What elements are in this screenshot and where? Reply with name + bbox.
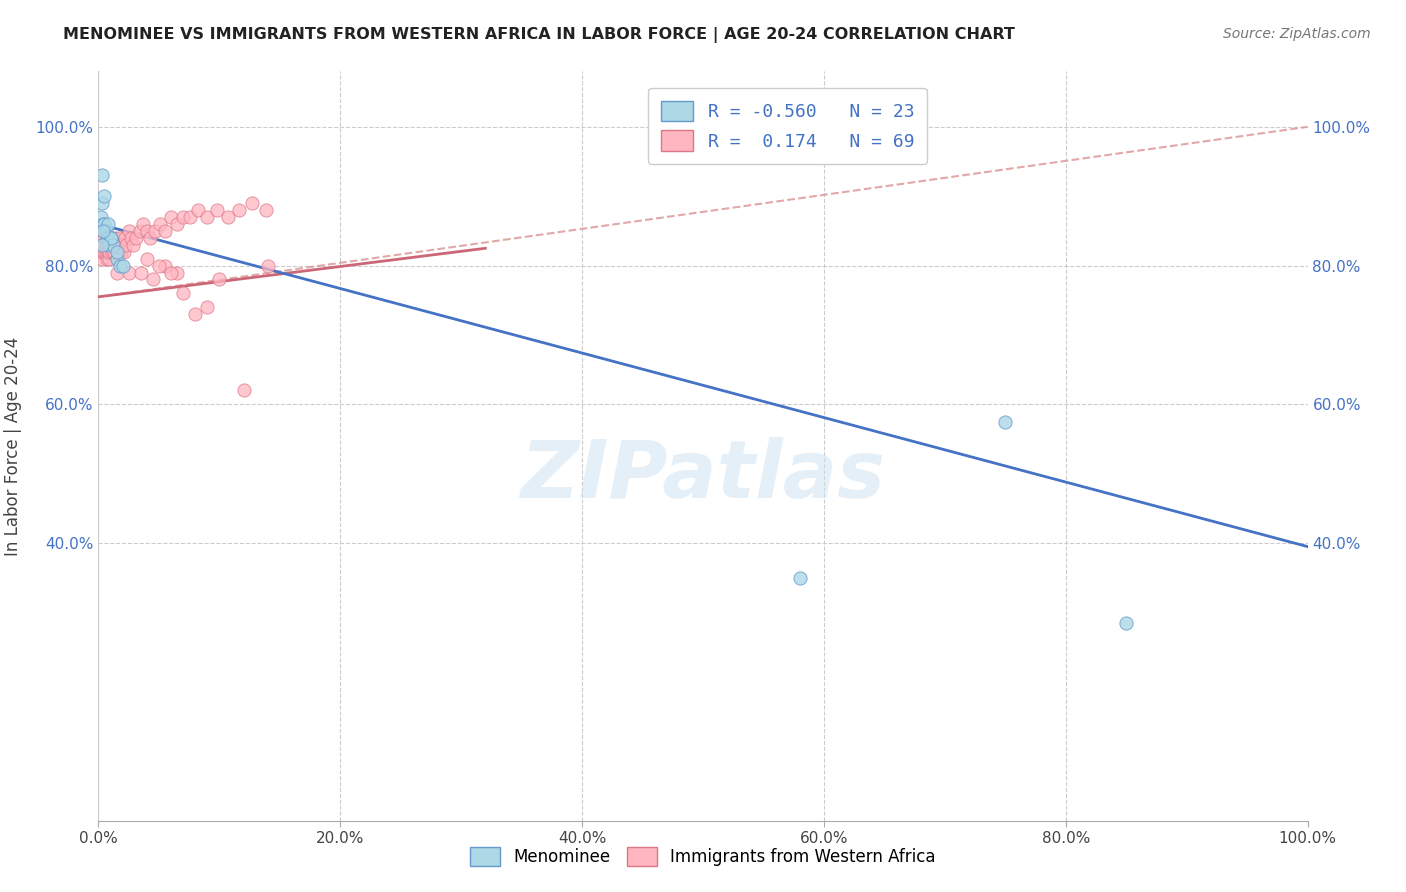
Point bbox=[100, 237, 122, 252]
Point bbox=[94, 244, 117, 259]
Point bbox=[105, 266, 128, 280]
Point bbox=[98, 244, 121, 259]
Point bbox=[172, 286, 194, 301]
Point bbox=[93, 244, 115, 259]
Point bbox=[240, 196, 263, 211]
Point bbox=[149, 217, 172, 231]
Point bbox=[96, 237, 118, 252]
Point bbox=[96, 231, 118, 245]
Point bbox=[129, 266, 152, 280]
Point bbox=[789, 571, 811, 585]
Point bbox=[195, 300, 218, 314]
Point bbox=[195, 210, 218, 224]
Point bbox=[256, 203, 278, 218]
Point bbox=[98, 252, 121, 266]
Point bbox=[90, 237, 112, 252]
Point bbox=[100, 244, 122, 259]
Point bbox=[132, 217, 155, 231]
Point bbox=[1115, 615, 1137, 630]
Point bbox=[93, 217, 115, 231]
Point bbox=[100, 231, 122, 245]
Point bbox=[90, 210, 112, 224]
Point bbox=[160, 210, 183, 224]
Point bbox=[91, 169, 114, 183]
Y-axis label: In Labor Force | Age 20-24: In Labor Force | Age 20-24 bbox=[4, 336, 21, 556]
Point bbox=[91, 196, 114, 211]
Point bbox=[101, 237, 124, 252]
Point bbox=[105, 244, 128, 259]
Point bbox=[103, 244, 125, 259]
Point bbox=[94, 224, 117, 238]
Point bbox=[118, 224, 141, 238]
Point bbox=[143, 224, 166, 238]
Point bbox=[93, 231, 115, 245]
Point bbox=[187, 203, 209, 218]
Point bbox=[120, 231, 142, 245]
Point bbox=[148, 259, 170, 273]
Point bbox=[125, 231, 148, 245]
Text: ZIPatlas: ZIPatlas bbox=[520, 437, 886, 515]
Point bbox=[97, 231, 120, 245]
Point bbox=[232, 384, 254, 398]
Point bbox=[97, 244, 120, 259]
Point bbox=[166, 266, 188, 280]
Point bbox=[97, 231, 120, 245]
Point bbox=[105, 237, 128, 252]
Point bbox=[115, 237, 138, 252]
Point bbox=[93, 189, 115, 203]
Point bbox=[111, 237, 134, 252]
Point bbox=[108, 259, 131, 273]
Point bbox=[153, 224, 176, 238]
Point bbox=[100, 231, 122, 245]
Point bbox=[166, 217, 188, 231]
Point bbox=[160, 266, 183, 280]
Point bbox=[105, 252, 128, 266]
Point bbox=[104, 231, 127, 245]
Point bbox=[114, 231, 136, 245]
Point bbox=[97, 217, 120, 231]
Point bbox=[205, 203, 228, 218]
Point bbox=[107, 244, 129, 259]
Point bbox=[139, 231, 162, 245]
Point bbox=[217, 210, 239, 224]
Text: Source: ZipAtlas.com: Source: ZipAtlas.com bbox=[1223, 27, 1371, 41]
Point bbox=[94, 237, 117, 252]
Point bbox=[98, 237, 121, 252]
Point bbox=[91, 237, 114, 252]
Point bbox=[108, 237, 131, 252]
Point bbox=[91, 224, 114, 238]
Point bbox=[208, 272, 231, 286]
Point bbox=[228, 203, 250, 218]
Point bbox=[89, 244, 111, 259]
Point bbox=[101, 237, 124, 252]
Point bbox=[90, 231, 112, 245]
Point bbox=[118, 266, 141, 280]
Point bbox=[135, 252, 157, 266]
Point bbox=[91, 252, 114, 266]
Point bbox=[135, 224, 157, 238]
Point bbox=[172, 210, 194, 224]
Point bbox=[112, 244, 135, 259]
Point bbox=[153, 259, 176, 273]
Point bbox=[91, 237, 114, 252]
Point bbox=[111, 259, 134, 273]
Point bbox=[110, 244, 132, 259]
Point bbox=[108, 231, 131, 245]
Text: MENOMINEE VS IMMIGRANTS FROM WESTERN AFRICA IN LABOR FORCE | AGE 20-24 CORRELATI: MENOMINEE VS IMMIGRANTS FROM WESTERN AFR… bbox=[63, 27, 1015, 43]
Point bbox=[256, 259, 278, 273]
Point bbox=[91, 237, 114, 252]
Point bbox=[96, 252, 118, 266]
Point bbox=[994, 415, 1017, 429]
Point bbox=[100, 231, 122, 245]
Point bbox=[122, 237, 145, 252]
Legend: R = -0.560   N = 23, R =  0.174   N = 69: R = -0.560 N = 23, R = 0.174 N = 69 bbox=[648, 88, 927, 164]
Point bbox=[142, 272, 165, 286]
Point bbox=[91, 217, 114, 231]
Point bbox=[179, 210, 201, 224]
Point bbox=[91, 244, 114, 259]
Point bbox=[128, 224, 150, 238]
Legend: Menominee, Immigrants from Western Africa: Menominee, Immigrants from Western Afric… bbox=[461, 838, 945, 875]
Point bbox=[184, 307, 207, 321]
